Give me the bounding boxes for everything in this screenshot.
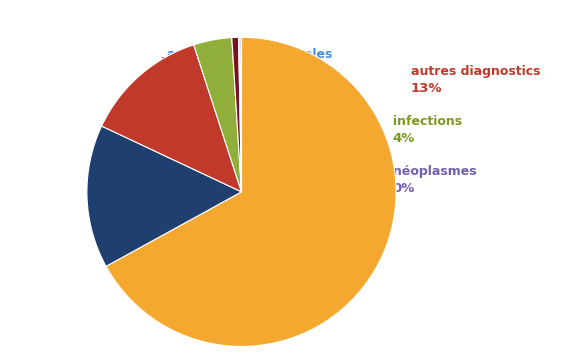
Text: infections: infections (393, 115, 462, 128)
Text: autres diagnostics: autres diagnostics (411, 65, 540, 78)
Wedge shape (240, 37, 241, 192)
Text: 13%: 13% (411, 81, 442, 94)
Text: 15%: 15% (96, 173, 128, 186)
Text: 0%: 0% (239, 65, 261, 78)
Text: néoplasmes: néoplasmes (393, 165, 476, 178)
Text: traumatismes...: traumatismes... (161, 56, 273, 70)
Wedge shape (194, 38, 242, 192)
Text: SPL: SPL (99, 157, 125, 170)
Wedge shape (87, 126, 242, 266)
Text: 4%: 4% (393, 132, 415, 145)
Wedge shape (106, 37, 396, 346)
Text: 67%: 67% (243, 313, 275, 326)
Text: 0%: 0% (393, 182, 415, 195)
Text: anomalies congénitales: anomalies congénitales (167, 48, 333, 61)
Wedge shape (232, 37, 242, 192)
Wedge shape (239, 37, 242, 192)
Text: procédures: procédures (220, 302, 298, 315)
Wedge shape (102, 45, 242, 192)
